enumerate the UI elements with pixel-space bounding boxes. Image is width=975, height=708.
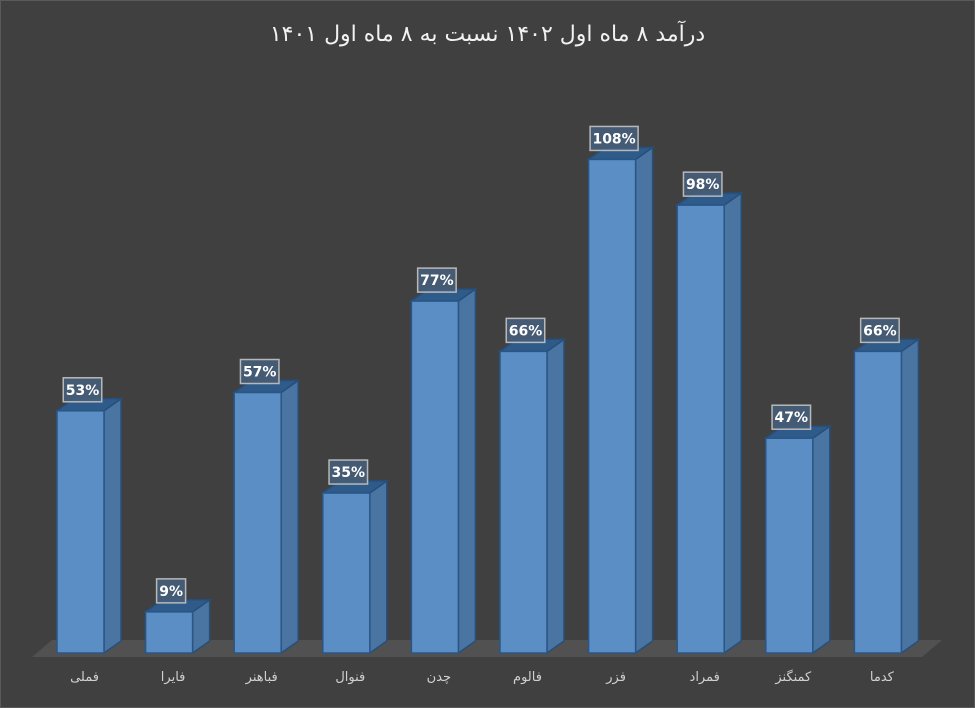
data-label-box (155, 578, 187, 604)
bar: 9% (143, 578, 212, 655)
data-label-box (328, 459, 369, 485)
data-label: 53% (66, 383, 100, 399)
data-label: 47% (775, 410, 809, 426)
x-axis-label: فزر (606, 670, 626, 685)
data-label-box (859, 317, 900, 344)
bar: 35% (320, 459, 390, 655)
x-axis-label: فملی (70, 670, 99, 685)
bar: 98% (674, 171, 744, 655)
data-label: 35% (332, 465, 366, 481)
data-label: 66% (509, 323, 543, 339)
chart-title: درآمد ۸ ماه اول ۱۴۰۲ نسبت به ۸ ماه اول ۱… (269, 22, 706, 47)
x-axis-label: کمنگنز (775, 670, 812, 685)
x-axis-label: فباهنر (245, 670, 278, 685)
bar: 53% (54, 377, 124, 655)
data-label: 77% (420, 273, 454, 289)
data-label-box (62, 377, 103, 403)
bar: 57% (231, 358, 301, 655)
x-axis-label: چدن (426, 670, 452, 685)
x-axis-label: فمراد (689, 670, 720, 685)
data-label: 108% (592, 131, 635, 147)
bar: 108% (586, 125, 655, 655)
x-axis-label: کدما (869, 670, 894, 685)
x-axis-label: فایرا (160, 670, 186, 685)
x-axis-label: فنوال (335, 670, 366, 685)
bar: 77% (409, 267, 478, 655)
data-label-box (682, 171, 723, 197)
data-label-box (771, 404, 812, 430)
data-label-box (589, 125, 639, 152)
data-label: 66% (863, 323, 897, 339)
data-label-box (416, 267, 457, 293)
data-label: 9% (159, 584, 183, 600)
data-label: 57% (243, 365, 277, 381)
bar: 66% (852, 317, 921, 655)
bar: 47% (763, 404, 833, 655)
data-label: 98% (686, 177, 720, 193)
data-label-box (505, 317, 546, 344)
bar: 66% (497, 317, 567, 655)
data-label-box (239, 358, 280, 385)
x-axis-label: فالوم (513, 670, 542, 685)
